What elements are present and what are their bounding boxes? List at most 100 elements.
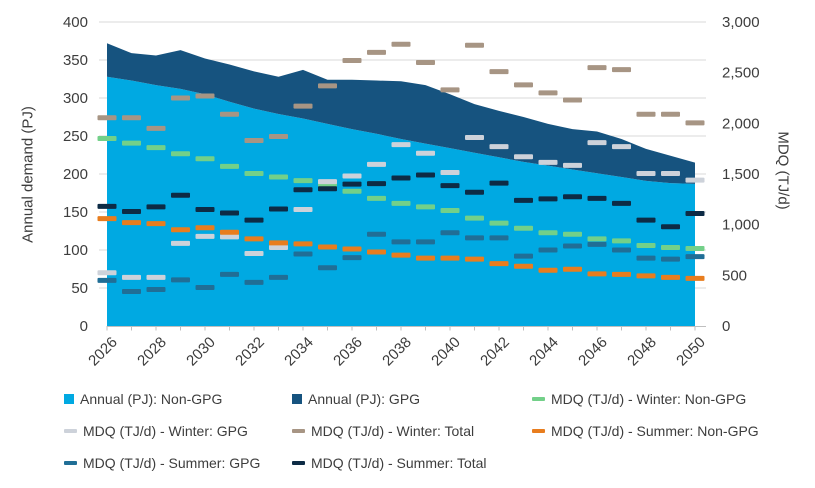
legend-dash-swatch-icon (532, 429, 545, 433)
dash-marker (146, 287, 166, 293)
dash-marker (293, 178, 313, 184)
dash-marker (293, 251, 313, 257)
dash-marker (293, 103, 313, 109)
legend-item: MDQ (TJ/d) - Winter: Non-GPG (532, 391, 746, 407)
dash-marker (612, 67, 631, 73)
dash-marker (514, 154, 533, 160)
dash-marker (391, 200, 411, 206)
legend-item-label: Annual (PJ): GPG (308, 391, 421, 407)
x-axis-tick-label: 2050 (673, 334, 709, 370)
dash-marker (661, 274, 680, 280)
dash-marker (685, 120, 705, 126)
left-axis-tick-label: 350 (63, 52, 88, 69)
dash-marker (489, 261, 509, 267)
left-axis-title: Annual demand (PJ) (19, 106, 37, 243)
legend-item: MDQ (TJ/d) - Winter: GPG (64, 423, 248, 439)
legend-item-label: MDQ (TJ/d) - Winter: Non-GPG (551, 391, 747, 407)
dash-marker (171, 277, 190, 283)
dash-marker (514, 253, 533, 259)
dash-marker (587, 236, 607, 242)
dash-marker (440, 183, 460, 189)
dash-marker (514, 197, 533, 203)
dash-marker (538, 196, 558, 202)
dash-marker (587, 195, 607, 201)
x-axis-tick-label: 2040 (428, 334, 464, 370)
right-axis-tick-label: 500 (722, 267, 747, 284)
dash-marker (587, 271, 607, 277)
x-axis-tick-label: 2030 (183, 334, 219, 370)
dash-marker (538, 230, 558, 236)
dash-marker (440, 207, 460, 213)
legend-item-label: MDQ (TJ/d) - Summer: Total (311, 455, 487, 471)
dash-marker (195, 206, 215, 212)
dash-marker (465, 256, 484, 262)
dash-marker (220, 210, 239, 216)
area-annual-gpg (107, 43, 695, 184)
dash-marker (269, 240, 288, 246)
dash-marker (661, 111, 680, 117)
dash-marker (146, 204, 166, 210)
dash-marker (563, 231, 582, 237)
dash-marker (514, 225, 533, 231)
dash-marker (195, 93, 215, 99)
dash-marker (661, 256, 680, 262)
x-axis-tick-label: 2048 (624, 334, 660, 370)
dash-marker (489, 220, 509, 226)
legend-item-label: Annual (PJ): Non-GPG (80, 391, 223, 407)
dash-marker (587, 241, 607, 247)
legend-item-label: MDQ (TJ/d) - Summer: GPG (83, 455, 261, 471)
left-axis-tick-label: 100 (63, 242, 88, 259)
dash-marker (244, 279, 264, 285)
dash-marker (514, 263, 533, 269)
dash-marker (244, 251, 264, 257)
left-axis-tick-label: 200 (63, 166, 88, 183)
chart-legend: Annual (PJ): Non-GPG Annual (PJ): GPG MDQ … (0, 0, 815, 471)
dash-marker (489, 69, 509, 75)
dash-marker (538, 247, 558, 253)
dash-marker (587, 140, 607, 146)
dash-marker (171, 151, 190, 157)
dash-marker (416, 255, 435, 261)
legend-item: Annual (PJ): Non-GPG (64, 391, 222, 407)
dash-marker (171, 227, 190, 233)
left-axis-tick-label: 250 (63, 128, 88, 145)
dash-marker (685, 211, 705, 217)
dash-marker (293, 206, 313, 212)
dash-marker (440, 169, 460, 175)
dash-marker (146, 274, 166, 280)
dash-marker (367, 181, 386, 187)
legend-item-label: MDQ (TJ/d) - Winter: GPG (83, 423, 248, 439)
dash-marker (122, 220, 141, 226)
left-axis-tick-label: 150 (63, 204, 88, 221)
dash-marker (220, 271, 239, 277)
dash-marker (97, 277, 117, 283)
x-axis-tick-label: 2046 (575, 334, 611, 370)
dash-marker (685, 275, 705, 281)
dash-marker (661, 170, 680, 176)
right-axis-tick-label: 1,500 (722, 166, 760, 183)
legend-dash-swatch-icon (64, 429, 77, 433)
dash-marker (342, 255, 362, 261)
dash-marker (220, 234, 239, 240)
dash-marker (391, 175, 411, 181)
dash-marker (97, 203, 117, 209)
dash-marker (97, 136, 117, 142)
left-axis-tick-label: 50 (71, 280, 88, 297)
dash-marker (636, 273, 656, 279)
dash-marker (122, 289, 141, 295)
left-axis-tick-label: 400 (63, 14, 88, 31)
dash-marker (220, 163, 239, 169)
dash-marker (195, 225, 215, 231)
dash-marker (97, 270, 117, 276)
dash-marker (122, 208, 141, 214)
right-axis-title: MDQ (TJ/d) (774, 131, 792, 210)
dash-marker (122, 115, 141, 121)
x-axis-tick-label: 2032 (232, 334, 268, 370)
dash-marker (563, 266, 582, 272)
dash-marker (367, 161, 386, 167)
dash-marker (465, 235, 484, 241)
dash-marker (538, 267, 558, 273)
x-axis-tick-label: 2028 (134, 334, 170, 370)
dash-marker (563, 97, 582, 103)
